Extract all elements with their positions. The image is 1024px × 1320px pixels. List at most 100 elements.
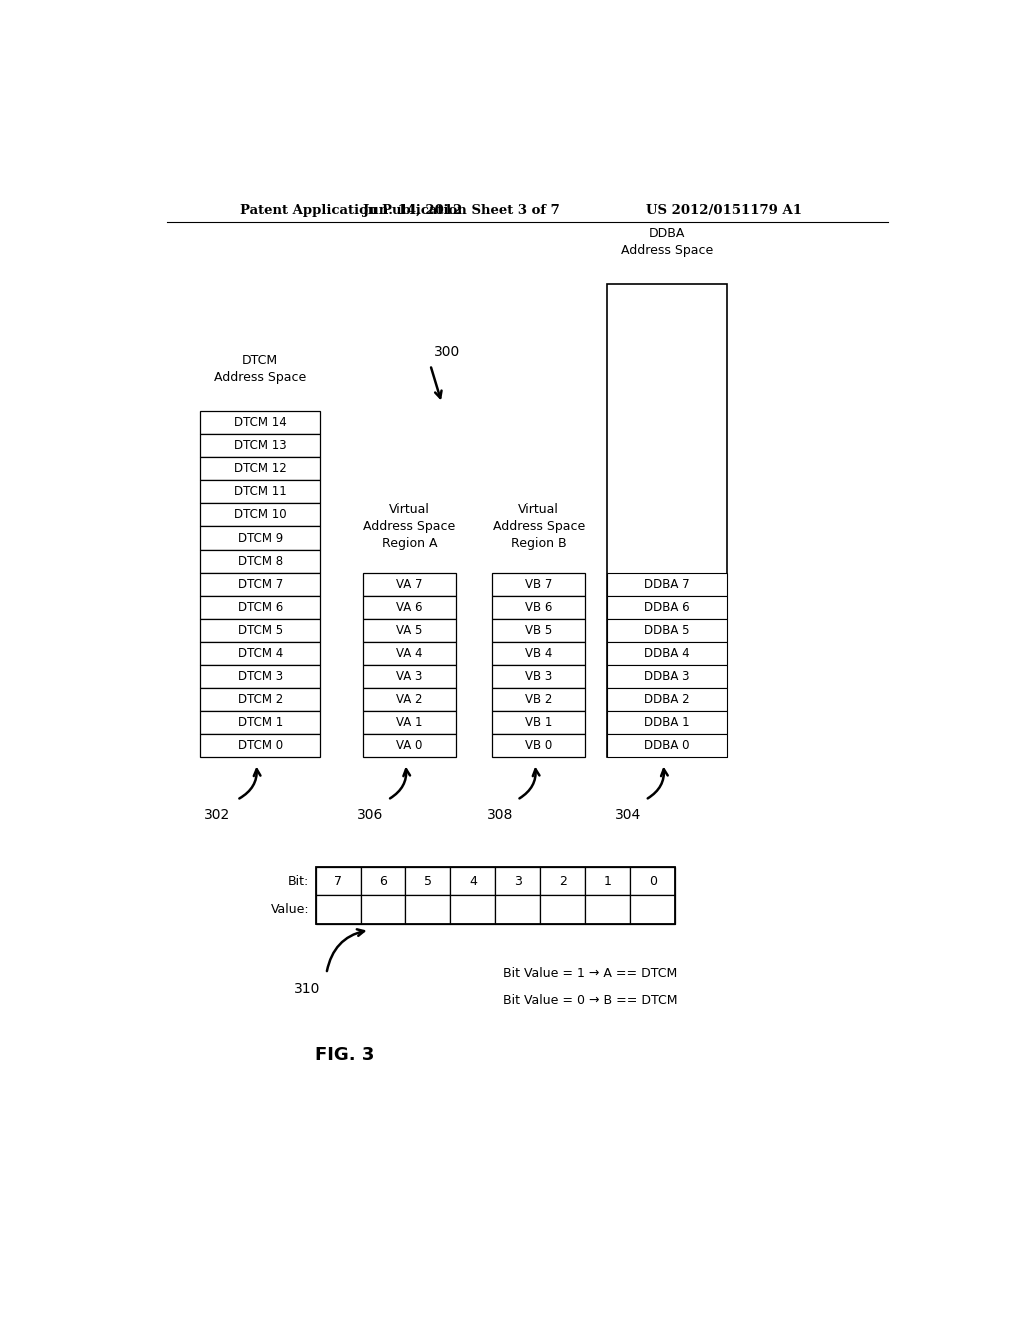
Bar — [200, 619, 321, 642]
Bar — [362, 734, 456, 758]
Bar — [360, 895, 406, 924]
Bar — [493, 573, 586, 595]
Text: DTCM 11: DTCM 11 — [233, 486, 287, 499]
Bar — [586, 895, 630, 924]
Text: 1: 1 — [604, 875, 611, 887]
Text: DTCM
Address Space: DTCM Address Space — [214, 354, 306, 384]
Bar — [200, 595, 321, 619]
Text: VA 3: VA 3 — [396, 671, 423, 684]
Text: DDBA 4: DDBA 4 — [644, 647, 690, 660]
Bar — [360, 867, 406, 895]
Bar — [493, 595, 586, 619]
Text: DTCM 3: DTCM 3 — [238, 671, 283, 684]
Text: DTCM 9: DTCM 9 — [238, 532, 283, 545]
Text: DTCM 1: DTCM 1 — [238, 717, 283, 730]
Text: VA 2: VA 2 — [396, 693, 423, 706]
Text: 0: 0 — [648, 875, 656, 887]
Text: DDBA 7: DDBA 7 — [644, 578, 690, 591]
Text: DTCM 14: DTCM 14 — [233, 416, 287, 429]
Text: VB 7: VB 7 — [525, 578, 552, 591]
Text: Virtual
Address Space
Region A: Virtual Address Space Region A — [364, 503, 456, 550]
Text: VA 5: VA 5 — [396, 624, 423, 638]
Text: DTCM 2: DTCM 2 — [238, 693, 283, 706]
Bar — [451, 895, 496, 924]
Bar — [607, 642, 727, 665]
Bar — [362, 619, 456, 642]
Bar — [200, 434, 321, 457]
Text: DTCM 12: DTCM 12 — [233, 462, 287, 475]
Text: FIG. 3: FIG. 3 — [315, 1047, 375, 1064]
Text: VB 2: VB 2 — [525, 693, 552, 706]
Text: VB 3: VB 3 — [525, 671, 552, 684]
Bar — [200, 734, 321, 758]
Text: Bit Value = 0 → B == DTCM: Bit Value = 0 → B == DTCM — [503, 994, 677, 1007]
Text: Patent Application Publication: Patent Application Publication — [241, 205, 467, 218]
Bar — [586, 867, 630, 895]
Bar — [496, 895, 541, 924]
Bar — [200, 503, 321, 527]
Text: VA 0: VA 0 — [396, 739, 423, 752]
Bar — [200, 457, 321, 480]
Text: VB 6: VB 6 — [525, 601, 552, 614]
Bar — [362, 642, 456, 665]
Text: 3: 3 — [514, 875, 522, 887]
Bar — [607, 573, 727, 595]
Bar — [200, 549, 321, 573]
Text: DDBA 3: DDBA 3 — [644, 671, 690, 684]
Bar — [362, 573, 456, 595]
Text: DDBA 1: DDBA 1 — [644, 717, 690, 730]
Text: 302: 302 — [205, 808, 230, 821]
Text: 300: 300 — [434, 345, 461, 359]
Bar — [493, 711, 586, 734]
Text: US 2012/0151179 A1: US 2012/0151179 A1 — [646, 205, 802, 218]
Bar — [607, 688, 727, 711]
Text: DDBA 6: DDBA 6 — [644, 601, 690, 614]
Bar — [362, 665, 456, 688]
Bar — [406, 867, 451, 895]
Text: 310: 310 — [294, 982, 321, 995]
Bar — [451, 867, 496, 895]
Bar — [607, 665, 727, 688]
Text: 306: 306 — [357, 808, 384, 821]
Bar — [315, 867, 675, 924]
Text: DTCM 7: DTCM 7 — [238, 578, 283, 591]
Bar — [607, 734, 727, 758]
Text: DTCM 5: DTCM 5 — [238, 624, 283, 638]
Bar — [493, 734, 586, 758]
Text: 5: 5 — [424, 875, 432, 887]
Text: 304: 304 — [615, 808, 641, 821]
Bar — [541, 895, 586, 924]
Text: DTCM 6: DTCM 6 — [238, 601, 283, 614]
Bar — [493, 619, 586, 642]
Text: VB 4: VB 4 — [525, 647, 552, 660]
Text: Bit Value = 1 → A == DTCM: Bit Value = 1 → A == DTCM — [503, 968, 677, 981]
Text: Jun. 14, 2012  Sheet 3 of 7: Jun. 14, 2012 Sheet 3 of 7 — [362, 205, 560, 218]
Text: DTCM 0: DTCM 0 — [238, 739, 283, 752]
Text: VA 4: VA 4 — [396, 647, 423, 660]
Text: DTCM 8: DTCM 8 — [238, 554, 283, 568]
Text: Value:: Value: — [270, 903, 309, 916]
Bar — [315, 867, 360, 895]
Text: DDBA 5: DDBA 5 — [644, 624, 690, 638]
Text: 7: 7 — [334, 875, 342, 887]
Text: VA 1: VA 1 — [396, 717, 423, 730]
Text: DDBA 2: DDBA 2 — [644, 693, 690, 706]
Bar — [493, 665, 586, 688]
Text: VA 6: VA 6 — [396, 601, 423, 614]
Text: 6: 6 — [379, 875, 387, 887]
Bar — [200, 688, 321, 711]
Text: DTCM 10: DTCM 10 — [233, 508, 287, 521]
Bar — [607, 284, 727, 758]
Text: 308: 308 — [486, 808, 513, 821]
Text: Virtual
Address Space
Region B: Virtual Address Space Region B — [493, 503, 585, 550]
Text: 4: 4 — [469, 875, 477, 887]
Bar — [493, 642, 586, 665]
Bar — [362, 595, 456, 619]
Bar — [200, 411, 321, 434]
Text: DDBA 0: DDBA 0 — [644, 739, 690, 752]
Bar — [630, 867, 675, 895]
Text: VB 0: VB 0 — [525, 739, 552, 752]
Bar — [315, 895, 360, 924]
Text: VB 5: VB 5 — [525, 624, 552, 638]
Bar — [607, 711, 727, 734]
